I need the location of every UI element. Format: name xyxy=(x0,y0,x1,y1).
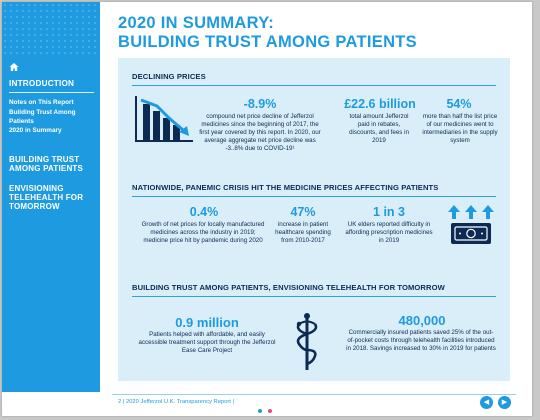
sidebar-item-notes[interactable]: Notes on This Report xyxy=(9,99,74,106)
stat-desc-healthcare-spending: increase in patient healthcare spending … xyxy=(275,221,331,244)
stat-desc-net-price-growth: Growth of net prices for locally manufac… xyxy=(141,221,265,244)
sidebar-item-building-trust-section[interactable]: BUILDING TRUST AMONG PATIENTS xyxy=(9,155,84,173)
sidebar: INTRODUCTION Notes on This Report Buildi… xyxy=(2,2,100,392)
stat-value-uk-elders: 1 in 3 xyxy=(373,205,405,219)
stat-desc-patients-helped: Patients helped with affordable, and eas… xyxy=(138,331,276,354)
stat-value-patients-helped: 0.9 million xyxy=(175,315,239,330)
page-number: 2 xyxy=(118,399,122,405)
footer xyxy=(2,392,532,416)
stat-desc-insured-patients: Commercially insured patients saved 25% … xyxy=(346,329,496,352)
stat-desc-uk-elders: UK elders reported difficulty in affordi… xyxy=(345,221,433,244)
sidebar-item-summary[interactable]: 2020 in Summary xyxy=(9,127,62,134)
stat-value-insured-patients: 480,000 xyxy=(398,313,446,328)
page-dot-active[interactable] xyxy=(258,409,262,413)
stat-desc-rebates: total amount Jefferzol paid in rebates, … xyxy=(349,113,409,144)
stat-value-net-price-growth: 0.4% xyxy=(189,205,219,219)
stat-desc-net-price-decline: compound net price decline of Jefferzol … xyxy=(199,113,321,152)
banknote-icon xyxy=(451,223,491,244)
stat-value-intermediaries: 54% xyxy=(446,97,472,111)
section-rule xyxy=(132,196,496,197)
page-title-line-1: 2020 IN SUMMARY: xyxy=(118,14,275,32)
footer-rule xyxy=(112,394,516,395)
summary-panel xyxy=(118,58,510,381)
section-rule xyxy=(132,85,496,86)
stat-value-rebates: £22.6 billion xyxy=(344,97,416,111)
page-dot[interactable] xyxy=(268,409,273,413)
home-icon[interactable] xyxy=(9,62,19,72)
stat-value-healthcare-spending: 47% xyxy=(290,205,316,219)
sidebar-panel xyxy=(2,56,100,392)
declining-chart-icon xyxy=(135,96,193,142)
report-page: INTRODUCTION Notes on This Report Buildi… xyxy=(2,2,532,416)
section-heading-pandemic-crisis: NATIONWIDE, PANEMIC CRISIS HIT THE MEDIC… xyxy=(132,183,439,192)
report-name: | 2020 Jefferzol U.K. Transparency Repor… xyxy=(122,399,235,405)
next-page-icon[interactable]: ▶ xyxy=(498,396,511,409)
page-title-line-2: BUILDING TRUST AMONG PATIENTS xyxy=(118,33,417,51)
stat-desc-intermediaries: more than half the list price of our med… xyxy=(422,113,498,144)
page-title: 2020 IN SUMMARY: BUILDING TRUST AMONG PA… xyxy=(118,14,417,52)
sidebar-item-introduction[interactable]: INTRODUCTION xyxy=(9,79,75,88)
prev-page-icon[interactable]: ◀ xyxy=(480,396,493,409)
caduceus-icon xyxy=(296,313,318,370)
section-heading-declining-prices: DECLINING PRICES xyxy=(132,72,206,81)
sidebar-item-envisioning-telehealth[interactable]: ENVISIONING TELEHEALTH FOR TOMORROW xyxy=(9,184,84,211)
stat-value-net-price-decline: -8.9% xyxy=(243,97,277,111)
section-heading-telehealth: BUILDING TRUST AMONG PATIENTS, ENVISIONI… xyxy=(132,283,445,292)
footer-text: 2 | 2020 Jefferzol U.K. Transparency Rep… xyxy=(118,399,234,405)
sidebar-divider xyxy=(9,92,94,93)
rising-arrows-icon xyxy=(448,205,494,244)
section-rule xyxy=(132,296,496,297)
sidebar-item-building-trust[interactable]: Building Trust Among Patients xyxy=(9,109,76,125)
page-indicator xyxy=(258,400,274,416)
